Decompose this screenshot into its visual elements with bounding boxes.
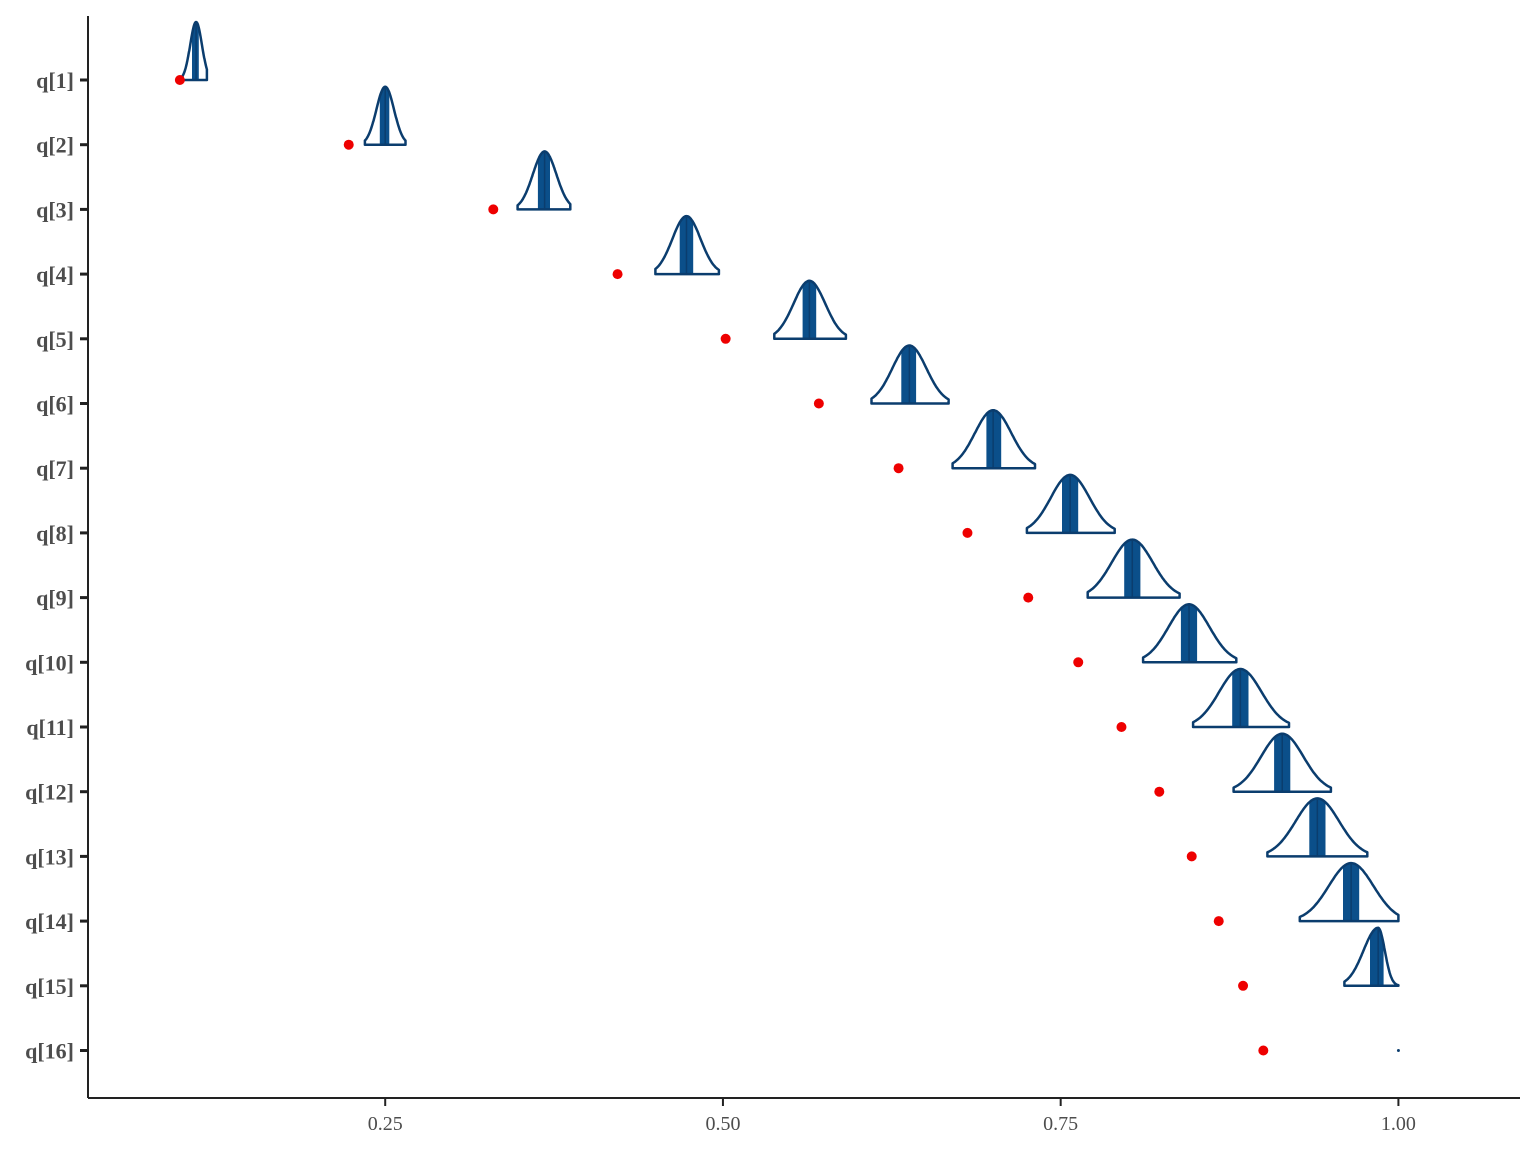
ridge-density: [181, 20, 209, 82]
ridge-density: [1191, 667, 1291, 729]
point-q[14]: [1213, 916, 1224, 927]
ridge-q[6]: [870, 344, 950, 405]
x-tick-label: 0.75: [1043, 1113, 1078, 1135]
ridge-q[10]: [1141, 603, 1238, 664]
y-tick-label: q[10]: [25, 650, 74, 675]
ridge-density: [773, 279, 848, 341]
y-tick-label: q[9]: [36, 586, 74, 611]
ridge-q[13]: [1266, 797, 1369, 858]
x-tick-label: 0.25: [368, 1113, 403, 1135]
plot-area: [174, 20, 1400, 1056]
y-tick-label: q[2]: [36, 133, 74, 158]
ridge-q[15]: [1343, 926, 1400, 988]
point-q[4]: [612, 269, 623, 280]
y-tick-label: q[12]: [25, 780, 74, 805]
ridge-q[16]: [1396, 1049, 1400, 1052]
point-q[16]: [1258, 1045, 1269, 1056]
point-q[2]: [343, 139, 354, 150]
point-q[1]: [174, 75, 185, 85]
ridge-q[1]: [181, 20, 209, 82]
x-tick-label: 1.00: [1381, 1113, 1416, 1135]
point-q[3]: [488, 204, 499, 215]
point-q[9]: [1023, 592, 1034, 603]
ridge-q[11]: [1191, 667, 1291, 729]
ridge-density: [870, 344, 950, 405]
ridge-q[2]: [363, 85, 407, 146]
ridge-q[4]: [654, 214, 721, 276]
y-tick-label: q[11]: [26, 715, 74, 740]
point-q[8]: [962, 527, 973, 538]
x-tick-label: 0.50: [705, 1113, 740, 1135]
y-tick-label: q[1]: [36, 68, 74, 93]
y-tick-label: q[15]: [25, 974, 74, 999]
ridge-density: [1141, 603, 1238, 664]
y-tick-label: q[8]: [36, 521, 74, 546]
y-tick-label: q[14]: [25, 909, 74, 934]
point-q[13]: [1186, 851, 1197, 862]
y-axis: q[1] q[2] q[3] q[4] q[5] q[6] q[7] q[8] q[9] q[10…: [25, 68, 88, 1064]
ridge-density: [1025, 473, 1116, 535]
x-axis: 0.25 0.50 0.75 1.00: [368, 1098, 1416, 1135]
y-tick-label: q[3]: [36, 197, 74, 222]
ridge-point: [1396, 1049, 1400, 1052]
ridge-q[14]: [1298, 861, 1400, 923]
ridge-q[3]: [516, 150, 572, 211]
ridge-q[7]: [951, 408, 1037, 470]
ridge-density: [654, 214, 721, 276]
point-q[6]: [813, 398, 824, 409]
ridge-density: [1086, 538, 1181, 599]
ridge-interval: [1370, 927, 1384, 986]
point-q[15]: [1238, 980, 1249, 991]
ridge-q[12]: [1232, 732, 1333, 793]
point-q[5]: [720, 333, 731, 344]
ridge-density: [1298, 861, 1400, 923]
ridge-q[8]: [1025, 473, 1116, 535]
y-tick-label: q[5]: [36, 327, 74, 352]
ridge-density: [951, 408, 1037, 470]
point-q[12]: [1154, 786, 1165, 797]
ridge-density: [1343, 926, 1400, 988]
y-tick-label: q[16]: [25, 1039, 74, 1064]
y-tick-label: q[4]: [36, 262, 74, 287]
ridge-q[5]: [773, 279, 848, 341]
y-tick-label: q[13]: [25, 844, 74, 869]
point-q[7]: [893, 463, 904, 474]
y-tick-label: q[6]: [36, 392, 74, 417]
point-q[11]: [1116, 722, 1127, 732]
y-tick-label: q[7]: [36, 456, 74, 481]
point-q[10]: [1073, 657, 1084, 668]
ridge-q[9]: [1086, 538, 1181, 599]
